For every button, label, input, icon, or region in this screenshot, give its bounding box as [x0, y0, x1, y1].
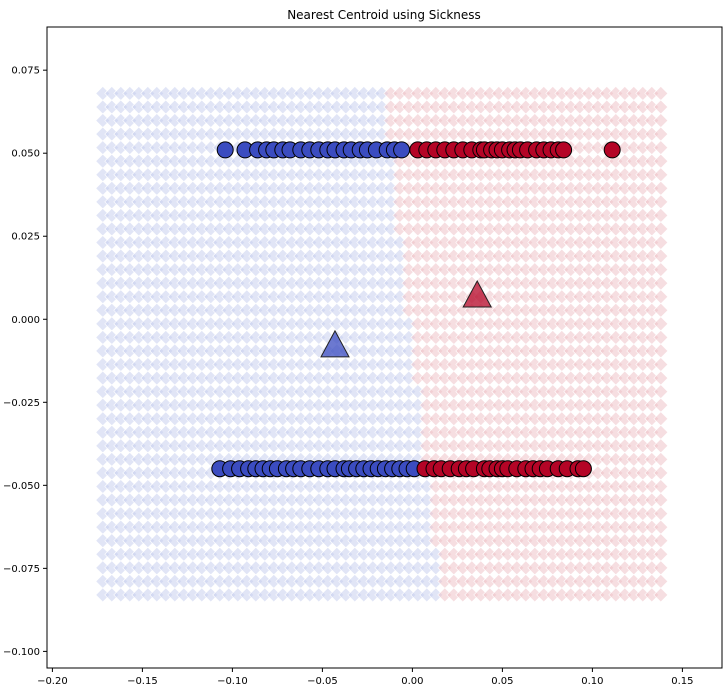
x-tick-label: −0.10 [217, 676, 248, 687]
x-axis: −0.20 −0.15 −0.10 −0.05 0.00 0.05 0.10 0.15 [37, 668, 694, 687]
centroid-class-0 [320, 329, 350, 358]
centroid-class-1 [462, 279, 493, 308]
y-tick-label: −0.100 [3, 647, 40, 658]
y-tick-label: −0.025 [3, 398, 40, 409]
data-point-class-0 [216, 141, 234, 159]
plot-area [95, 86, 669, 603]
x-tick-label: 0.05 [491, 676, 513, 687]
x-tick-label: −0.05 [307, 676, 338, 687]
region-marker [653, 587, 669, 603]
x-tick-label: −0.20 [37, 676, 68, 687]
decision-region-layer [95, 86, 669, 603]
centroid-layer [320, 279, 493, 358]
x-tick-label: 0.15 [671, 676, 693, 687]
data-point-layer [211, 141, 621, 478]
x-tick-label: 0.00 [401, 676, 423, 687]
y-tick-label: −0.050 [3, 481, 40, 492]
data-point-class-1 [574, 460, 592, 478]
data-point-class-0 [393, 141, 411, 159]
data-point-class-1 [603, 141, 621, 159]
chart-title: Nearest Centroid using Sickness [287, 8, 481, 22]
axes-frame [46, 26, 723, 669]
data-point-class-1 [555, 141, 573, 159]
y-tick-label: 0.075 [11, 66, 40, 77]
y-tick-label: 0.025 [11, 232, 40, 243]
y-tick-label: 0.050 [11, 149, 40, 160]
y-tick-label: 0.000 [11, 315, 40, 326]
x-tick-label: 0.10 [581, 676, 603, 687]
y-axis: 0.075 0.050 0.025 0.000 −0.025 −0.050 −0.075 −0… [3, 66, 47, 658]
x-tick-label: −0.15 [127, 676, 158, 687]
y-tick-label: −0.075 [3, 564, 40, 575]
